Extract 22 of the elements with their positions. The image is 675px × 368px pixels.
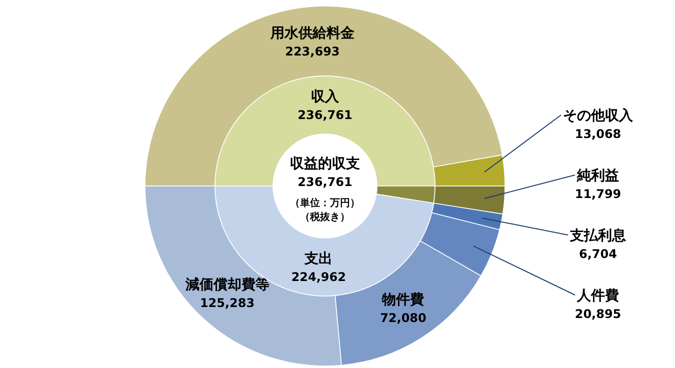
data-label: 13,068	[574, 127, 622, 141]
slice-label: 収入	[311, 89, 340, 105]
data-label: 223,693	[285, 44, 340, 59]
text: 236,761	[298, 175, 352, 189]
data-label: 236,761	[298, 108, 352, 122]
slice-label: 支払利息	[569, 228, 627, 244]
text: （税抜き）	[300, 211, 350, 223]
data-label: 224,962	[291, 270, 346, 284]
slice-label: 物件費	[381, 292, 424, 308]
text: （単位：万円）	[290, 197, 360, 209]
slice-label: 支出	[304, 250, 333, 267]
data-label: 125,283	[200, 296, 255, 310]
data-label: 11,799	[574, 187, 622, 201]
slice-label: 純利益	[576, 168, 619, 184]
slice-label: 用水供給料金	[269, 26, 356, 42]
slice-label: 減価償却費等	[184, 277, 270, 294]
data-label: 20,895	[574, 307, 622, 321]
slice-label: その他収入	[563, 108, 634, 124]
data-label: 72,080	[380, 311, 426, 326]
slice-label: 人件費	[576, 288, 619, 304]
text: 収益的収支	[290, 156, 360, 172]
data-label: 6,704	[579, 247, 617, 261]
